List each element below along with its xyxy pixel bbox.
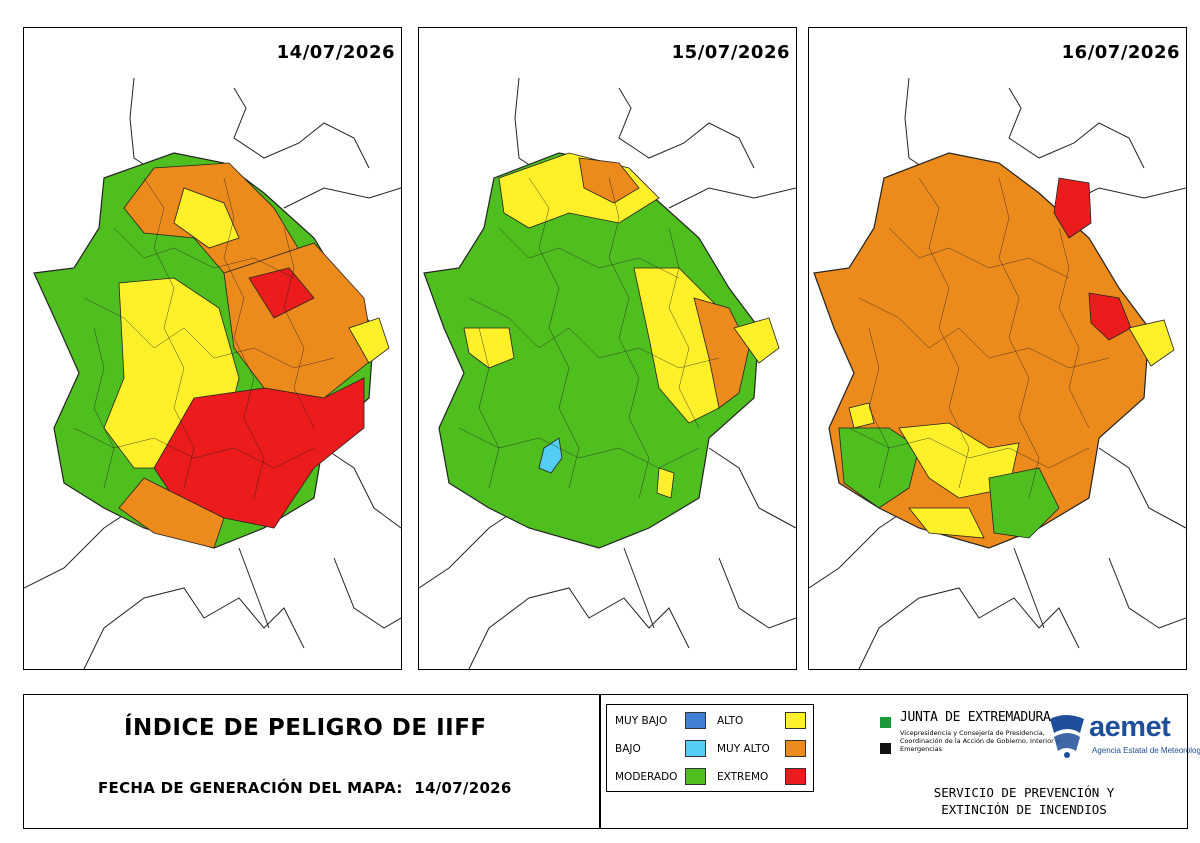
- map-extremadura-day2: [419, 77, 796, 669]
- footer-box: ÍNDICE DE PELIGRO DE IIFF FECHA DE GENER…: [23, 694, 1200, 829]
- service-line-2: EXTINCIÓN DE INCENDIOS: [941, 802, 1107, 817]
- map-panel-2: 15/07/2026: [418, 27, 797, 670]
- legend-label-alto: ALTO: [717, 715, 744, 727]
- aemet-logo: aemet Agencia Estatal de Meteorología: [1046, 711, 1200, 761]
- junta-name: JUNTA DE EXTREMADURA: [900, 710, 1051, 725]
- junta-square-icon: [880, 743, 891, 754]
- legend-swatch-extremo: [785, 768, 806, 785]
- legend-label-muy-bajo: MUY BAJO: [615, 715, 668, 727]
- legend-swatch-muy-bajo: [685, 712, 706, 729]
- junta-subtitle: Vicepresidencia y Consejería de Presiden…: [900, 729, 1060, 753]
- map-extremadura-day1: [24, 77, 401, 669]
- aemet-logo-icon: [1050, 715, 1084, 758]
- map-extremadura-day3: [809, 77, 1186, 669]
- map-date: 16/07/2026: [1061, 42, 1180, 63]
- legend-swatch-alto: [785, 712, 806, 729]
- legend-label-moderado: MODERADO: [615, 771, 678, 783]
- map-title: ÍNDICE DE PELIGRO DE IIFF: [124, 715, 487, 741]
- legend-label-bajo: BAJO: [615, 743, 641, 755]
- legend-swatch-muy-alto: [785, 740, 806, 757]
- aemet-name: aemet: [1089, 711, 1171, 743]
- legend-label-extremo: EXTREMO: [717, 771, 769, 783]
- generation-label: FECHA DE GENERACIÓN DEL MAPA:: [98, 779, 403, 797]
- service-name: SERVICIO DE PREVENCIÓN Y EXTINCIÓN DE IN…: [904, 784, 1144, 818]
- aemet-subtitle: Agencia Estatal de Meteorología: [1092, 746, 1200, 755]
- legend-label-muy-alto: MUY ALTO: [717, 743, 770, 755]
- service-line-1: SERVICIO DE PREVENCIÓN Y: [933, 785, 1115, 800]
- generation-date: 14/07/2026: [414, 779, 512, 797]
- map-panel-1: 14/07/2026: [23, 27, 402, 670]
- legend-swatch-bajo: [685, 740, 706, 757]
- generation-date-line: FECHA DE GENERACIÓN DEL MAPA: 14/07/2026: [98, 779, 512, 797]
- legend-swatch-moderado: [685, 768, 706, 785]
- junta-square-icon: [880, 717, 891, 728]
- legend: MUY BAJO BAJO MODERADO ALTO MUY ALTO EXT…: [606, 704, 814, 792]
- map-date: 15/07/2026: [671, 42, 790, 63]
- footer-divider: [599, 695, 601, 828]
- map-panel-3: 16/07/2026: [808, 27, 1187, 670]
- map-date: 14/07/2026: [276, 42, 395, 63]
